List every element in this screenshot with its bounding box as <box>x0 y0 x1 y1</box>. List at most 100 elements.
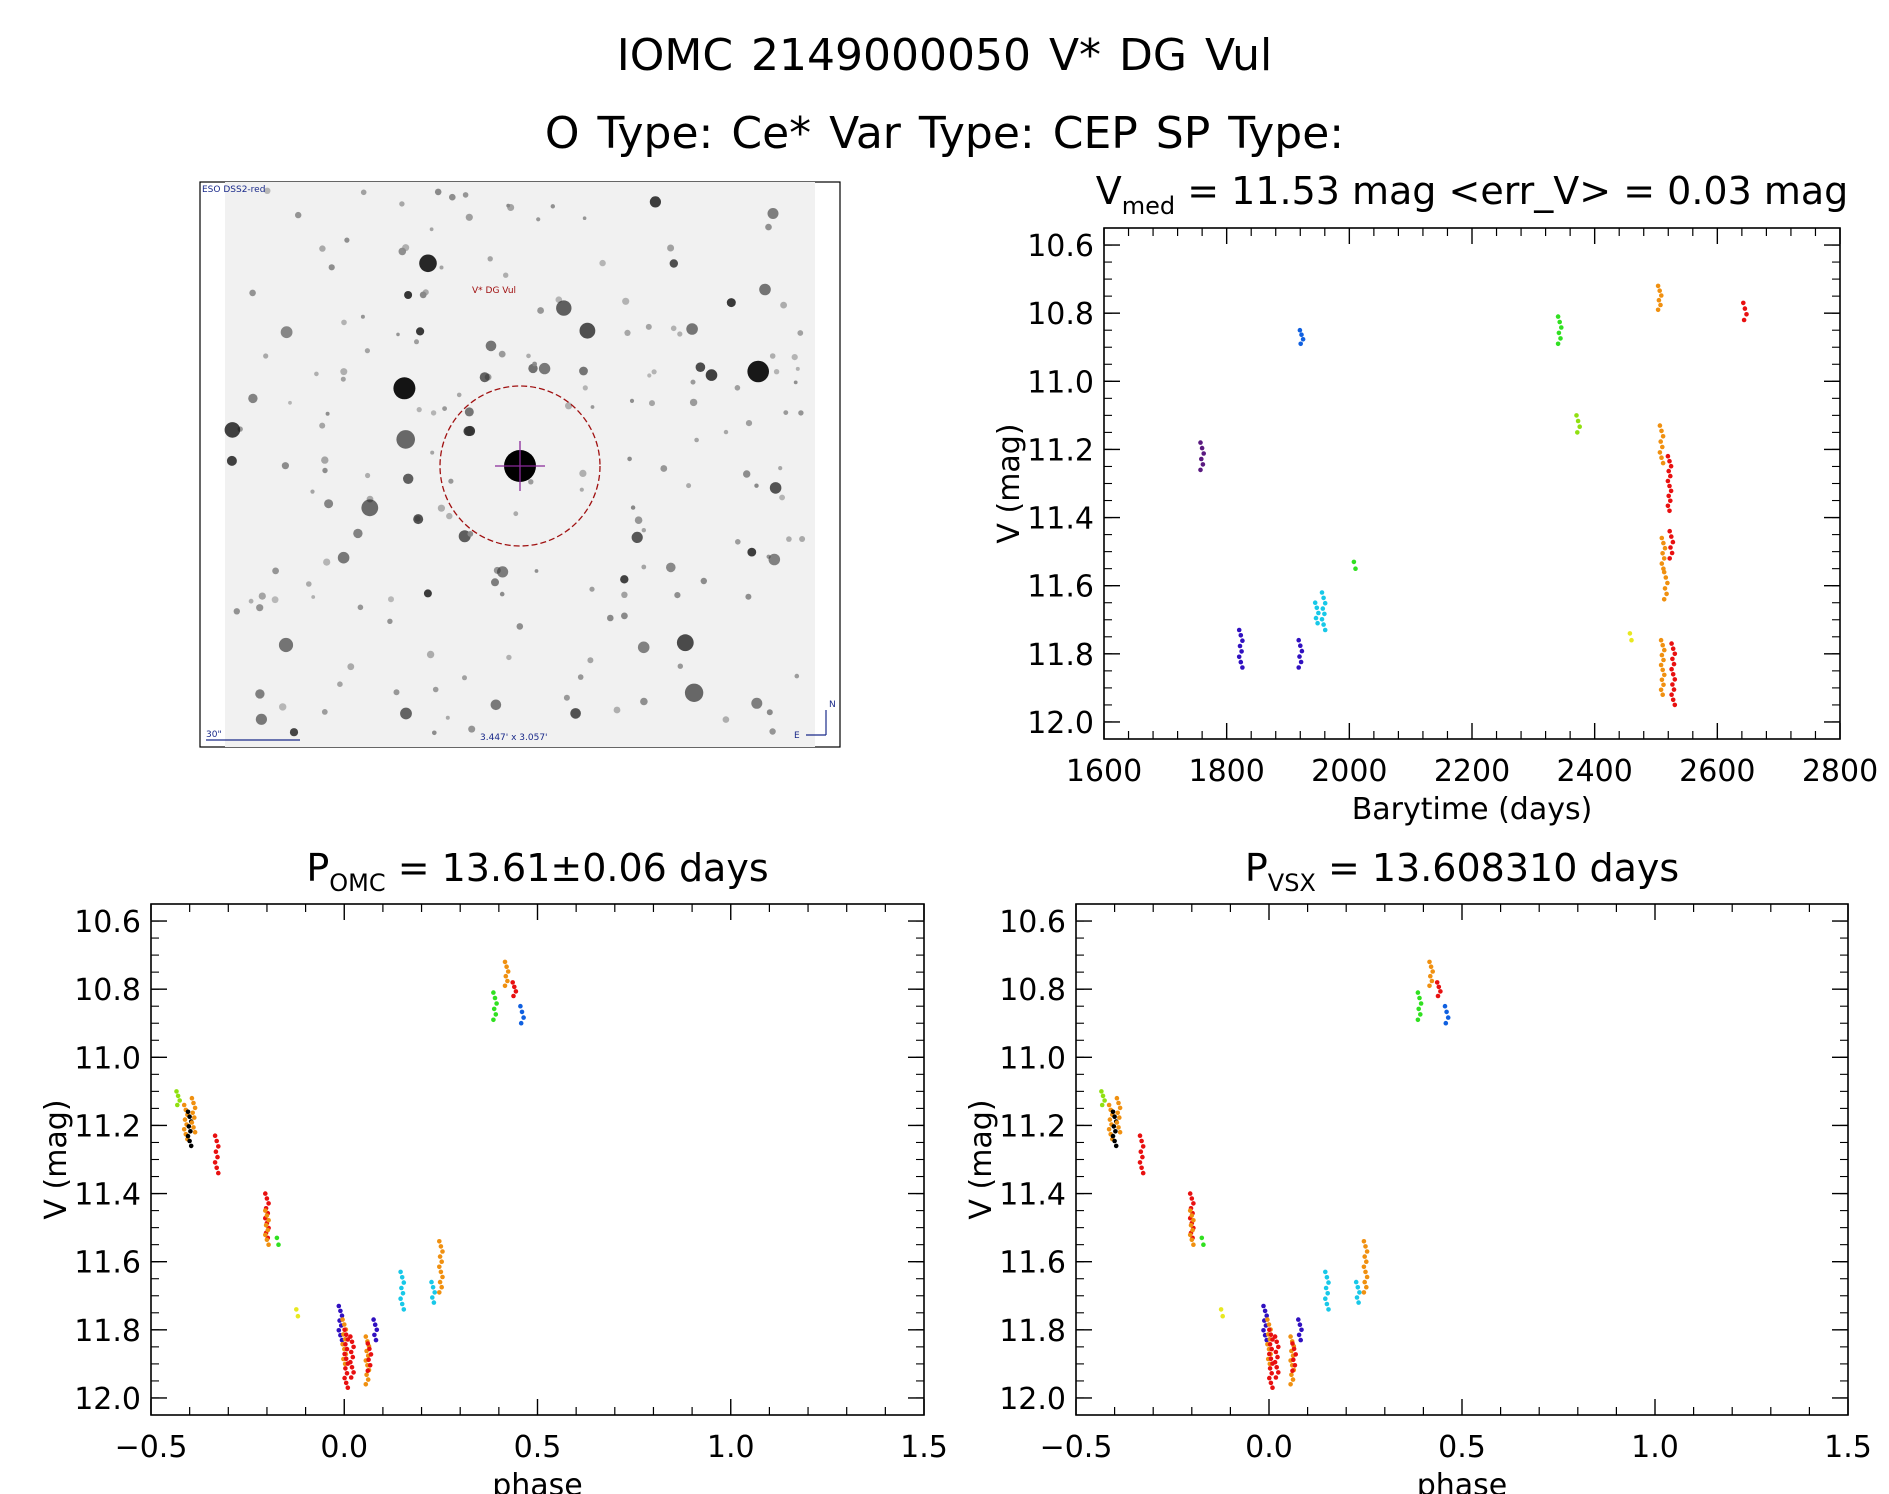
data-point <box>1660 642 1665 648</box>
sky-star <box>426 650 435 659</box>
sky-star <box>528 479 534 485</box>
data-point <box>1299 1327 1304 1333</box>
data-point <box>1289 1372 1294 1378</box>
data-point <box>398 1269 403 1275</box>
data-point <box>1140 1154 1145 1160</box>
data-point <box>1659 561 1665 566</box>
sky-star <box>429 227 434 232</box>
data-point <box>1658 637 1664 643</box>
data-point <box>503 973 509 979</box>
data-point <box>214 1138 219 1144</box>
data-point <box>1741 317 1747 323</box>
y-tick-label: 11.6 <box>74 1246 141 1281</box>
data-point <box>1261 1328 1266 1333</box>
data-point <box>1298 659 1304 665</box>
data-point <box>1658 687 1664 693</box>
y-tick-label: 11.0 <box>1027 365 1094 400</box>
sky-star <box>722 716 730 723</box>
y-tick-label: 11.8 <box>999 1314 1066 1349</box>
data-point <box>1322 611 1327 617</box>
data-point <box>1668 498 1673 504</box>
data-point <box>1237 643 1243 649</box>
data-point <box>1268 1380 1274 1386</box>
data-point <box>1672 702 1678 708</box>
data-point <box>216 1144 221 1149</box>
sky-star <box>751 697 763 709</box>
data-point <box>1276 1370 1281 1375</box>
data-point <box>1661 597 1667 602</box>
sky-star <box>434 188 442 196</box>
survey-label: ESO DSS2-red <box>202 185 265 195</box>
data-point <box>175 1102 180 1108</box>
data-point <box>213 1149 219 1154</box>
data-point <box>1190 1227 1195 1233</box>
data-point <box>429 1279 434 1285</box>
y-tick-label: 11.0 <box>74 1041 141 1076</box>
data-point <box>510 980 515 985</box>
data-point <box>437 1264 442 1270</box>
data-point <box>494 1001 499 1006</box>
data-point <box>1658 302 1663 308</box>
data-point <box>1361 1239 1367 1244</box>
sky-star <box>627 456 632 462</box>
data-point <box>373 1337 379 1343</box>
data-point <box>189 1120 195 1125</box>
data-point <box>1664 591 1669 597</box>
field-of-view-label: 3.447' x 3.057' <box>480 733 548 743</box>
x-tick-label: 2200 <box>1434 754 1510 789</box>
sky-star <box>288 400 292 405</box>
data-point <box>1660 444 1665 450</box>
data-point <box>1240 665 1245 670</box>
data-point <box>1261 1303 1266 1309</box>
data-point <box>1659 455 1664 461</box>
sky-star <box>387 618 393 624</box>
sky-star <box>669 259 678 268</box>
figure-title: IOMC 2149000050 V* DG Vul <box>616 30 1273 81</box>
data-point <box>276 1242 281 1247</box>
data-point <box>264 1237 270 1243</box>
data-point <box>1417 995 1422 1001</box>
data-point <box>191 1100 196 1106</box>
y-tick-label: 12.0 <box>999 1382 1066 1417</box>
data-point <box>349 1365 355 1370</box>
sky-star <box>723 429 729 435</box>
data-point <box>1326 1307 1331 1312</box>
data-point <box>1275 1354 1280 1360</box>
y-axis-label: V (mag) <box>964 1099 999 1219</box>
sky-star <box>360 314 365 319</box>
data-point <box>1100 1093 1106 1099</box>
data-point <box>1113 1129 1118 1134</box>
sky-star <box>677 663 683 669</box>
sky-star <box>599 259 606 267</box>
sky-star <box>256 604 264 612</box>
data-point <box>1363 1244 1368 1249</box>
data-point <box>1353 566 1358 571</box>
data-point <box>1363 1269 1368 1275</box>
data-point <box>212 1133 218 1138</box>
sky-star <box>393 689 400 696</box>
data-point <box>505 978 510 984</box>
data-point <box>1272 1334 1278 1339</box>
sky-star <box>778 466 783 471</box>
sky-star <box>769 353 776 359</box>
sky-star <box>538 362 551 375</box>
data-point <box>1660 667 1665 673</box>
data-point <box>1661 657 1666 663</box>
sky-star <box>689 398 698 407</box>
sky-star <box>649 400 655 407</box>
data-point <box>1555 341 1561 347</box>
data-point <box>294 1307 299 1312</box>
sky-star <box>686 483 692 489</box>
sky-star <box>666 562 676 573</box>
sky-star <box>353 528 363 539</box>
plot-lightcurve: 1600 1800 2000 2200 2400 2600 2800 10.6 10.8 11.0… <box>992 169 1878 827</box>
sky-star <box>765 223 772 231</box>
sky-star <box>660 465 668 472</box>
data-point <box>1577 424 1582 430</box>
data-point <box>365 1341 371 1346</box>
data-point <box>365 1377 371 1382</box>
sky-star <box>537 307 544 314</box>
sky-star <box>456 392 462 398</box>
data-point <box>367 1363 373 1368</box>
sky-star <box>402 244 410 252</box>
